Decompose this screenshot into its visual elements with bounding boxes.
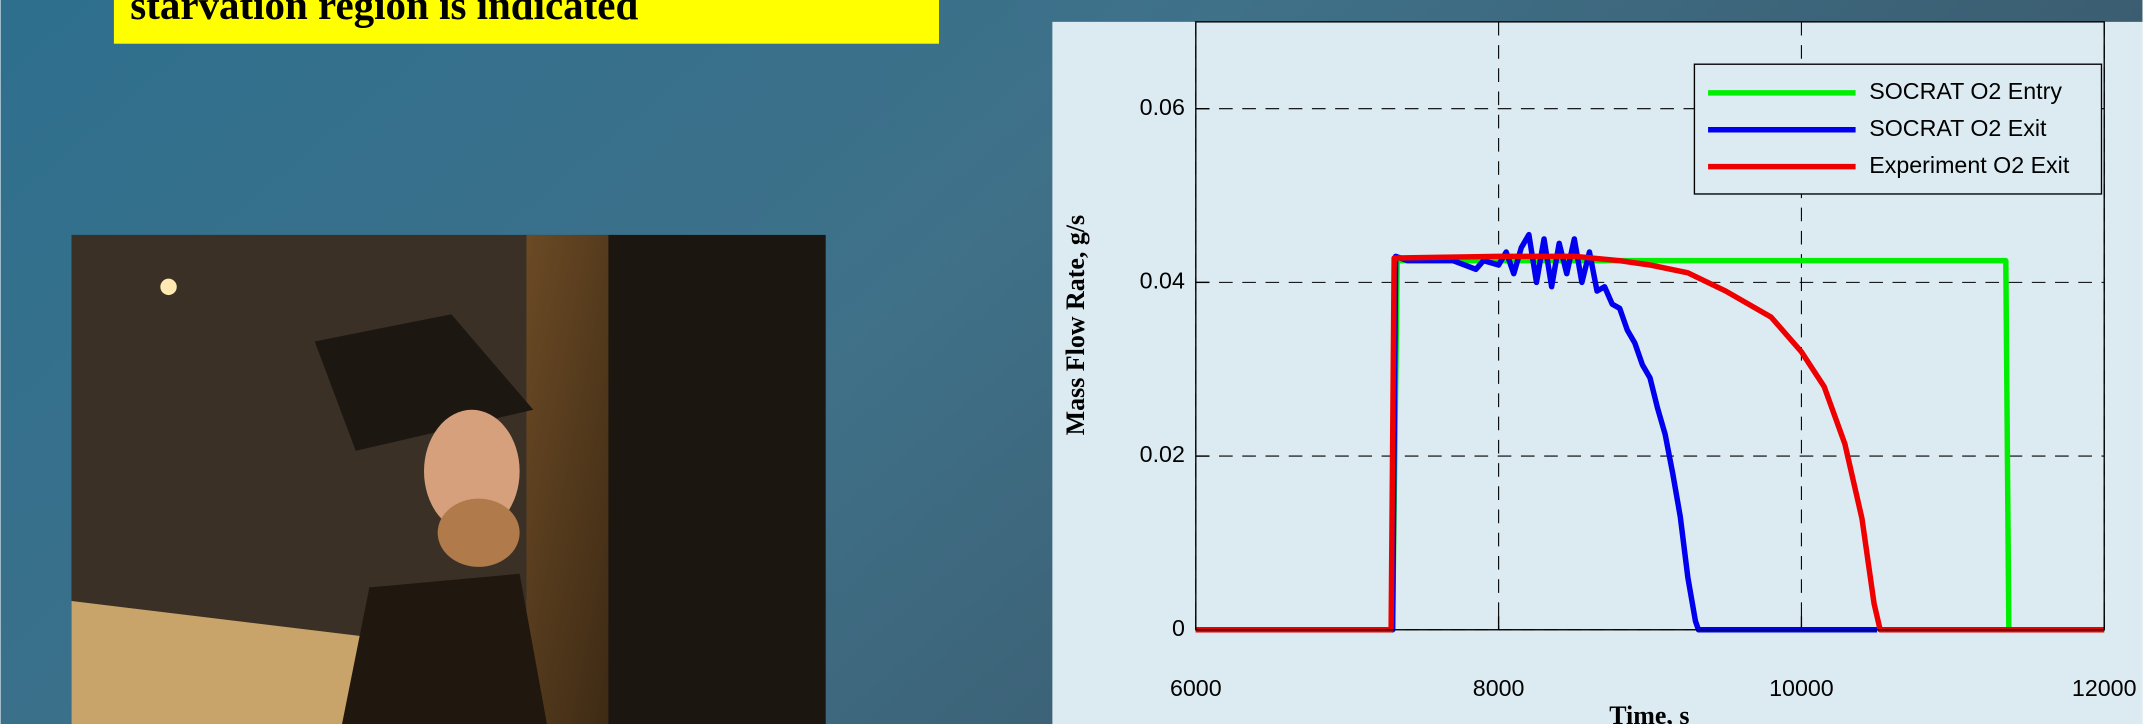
y-tick-label: 0 xyxy=(1172,615,1185,641)
x-tick-label: 8000 xyxy=(1473,675,1525,701)
series-line xyxy=(1195,231,1878,633)
x-tick-label: 6000 xyxy=(1170,675,1222,701)
y-tick-label: 0.06 xyxy=(1140,94,1185,120)
heading-box xyxy=(113,0,939,44)
legend-label: SOCRAT O2 Entry xyxy=(1869,78,2062,104)
x-tick-label: 10000 xyxy=(1769,675,1834,701)
y-tick-label: 0.02 xyxy=(1140,441,1185,467)
plot-frame xyxy=(1195,21,2105,631)
y-tick-label: 0.04 xyxy=(1140,268,1185,294)
heading: starvation region is indicated xyxy=(130,0,638,28)
x-tick-label: 12000 xyxy=(2072,675,2137,701)
photo xyxy=(71,234,826,724)
y-axis-title: Mass Flow Rate, g/s xyxy=(1061,215,1090,435)
series-line xyxy=(1195,253,2105,633)
legend-label: SOCRAT O2 Exit xyxy=(1869,115,2047,141)
x-axis-title: Time, s xyxy=(1609,701,1689,724)
legend-label: Experiment O2 Exit xyxy=(1869,152,2070,178)
